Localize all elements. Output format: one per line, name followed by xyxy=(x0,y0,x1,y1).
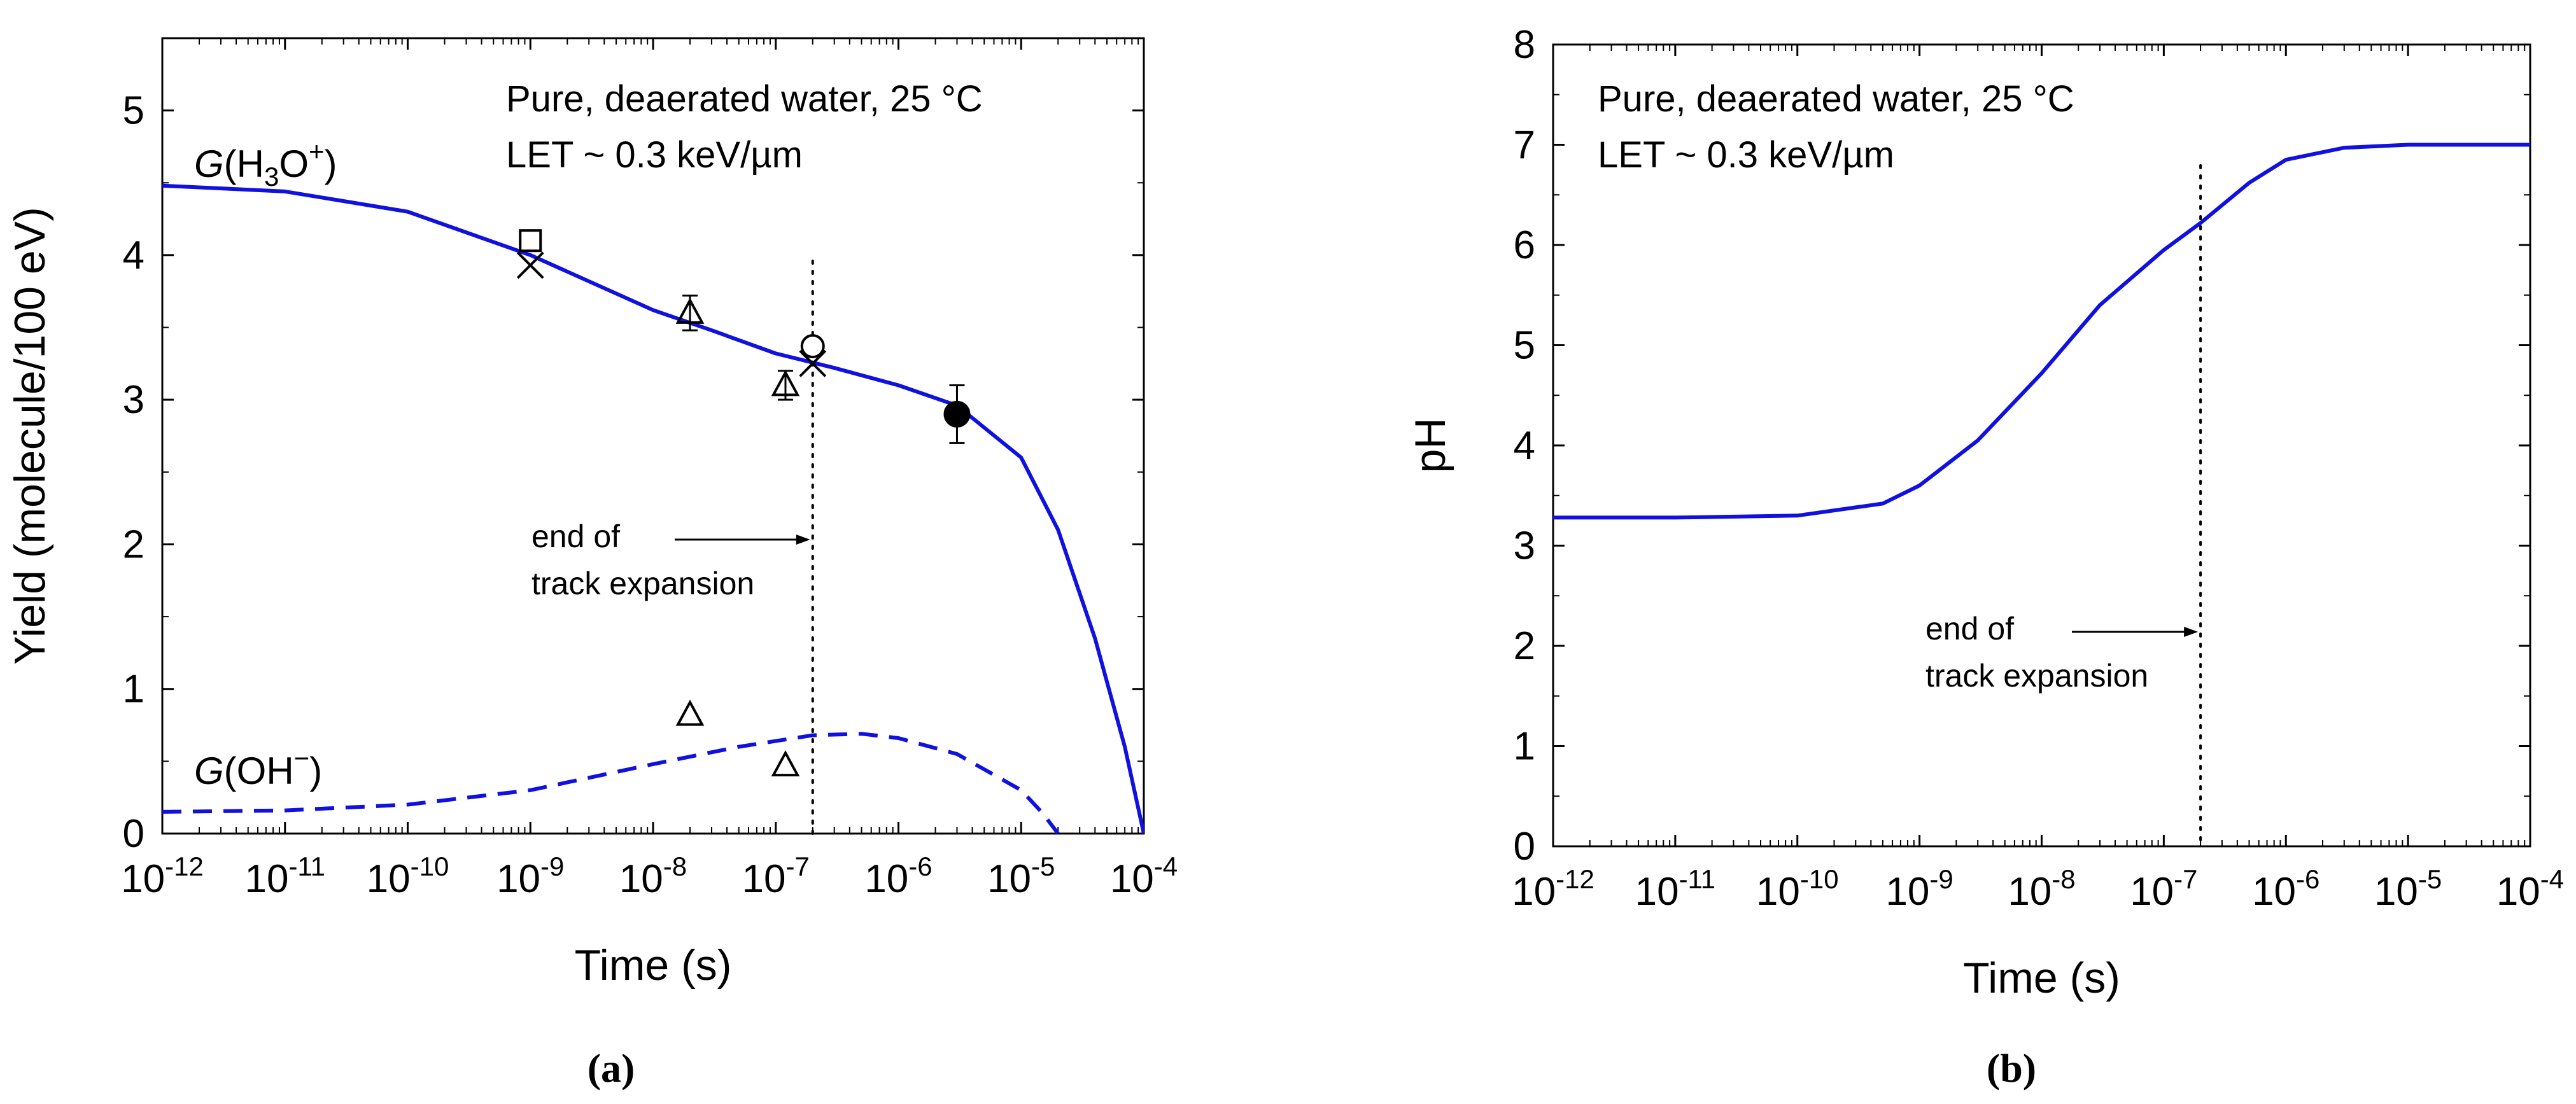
series-label-oh: G(OH−) xyxy=(194,743,322,792)
x-tick-label: 10-6 xyxy=(2252,864,2319,914)
panel-b-chart: 10-12 10-11 10-10 10-9 10-8 10-7 10-6 10-5 10-4 0… xyxy=(1406,23,2564,1002)
y-tick-label: 3 xyxy=(123,378,144,422)
x-tick-label: 10-9 xyxy=(496,851,564,901)
data-point-filled-circle xyxy=(943,400,971,428)
data-point-cross xyxy=(799,349,827,377)
y-tick-label: 6 xyxy=(1514,223,1535,267)
x-tick-label: 10-7 xyxy=(2130,864,2197,914)
x-tick-label: 10-4 xyxy=(1110,851,1178,901)
track-expansion-label-line1: end of xyxy=(531,519,620,554)
x-tick-label: 10-9 xyxy=(1885,864,1953,914)
panel-a-label: (a) xyxy=(588,1045,635,1091)
y-tick-label: 3 xyxy=(1514,524,1535,568)
annotation-line1: Pure, deaerated water, 25 °C xyxy=(1598,78,2074,120)
y-tick-label: 4 xyxy=(123,234,144,277)
y-tick-label: 0 xyxy=(123,812,144,856)
series-line-g-h3o- xyxy=(162,183,1144,834)
data-point-circle xyxy=(800,334,825,359)
track-expansion-arrowhead xyxy=(796,535,810,545)
x-tick-label: 10-5 xyxy=(987,851,1055,901)
y-tick-label: 5 xyxy=(123,89,144,133)
data-point-triangle xyxy=(771,750,800,777)
y-tick-label: 8 xyxy=(1514,23,1535,67)
annotation-line1: Pure, deaerated water, 25 °C xyxy=(506,78,983,120)
x-tick-label: 10-12 xyxy=(121,851,204,901)
x-tick-label: 10-10 xyxy=(367,851,449,901)
y-tick-label: 2 xyxy=(1514,624,1535,668)
data-point-triangle xyxy=(771,370,800,396)
track-expansion-label-line2: track expansion xyxy=(531,566,754,601)
x-tick-label: 10-10 xyxy=(1756,864,1839,914)
x-tick-label: 10-11 xyxy=(244,851,325,901)
y-tick-label: 2 xyxy=(123,522,144,566)
x-tick-label: 10-12 xyxy=(1512,864,1594,914)
data-point-square xyxy=(519,229,542,253)
track-expansion-arrowhead xyxy=(2184,627,2199,637)
y-axis-title: Yield (molecule/100 eV) xyxy=(6,207,54,664)
x-axis-title: Time (s) xyxy=(575,941,732,989)
series-line-ph xyxy=(1553,143,2530,520)
y-tick-label: 5 xyxy=(1514,324,1535,368)
track-expansion-label-line2: track expansion xyxy=(1925,658,2148,694)
panel-a-chart: 10-12 10-11 10-10 10-9 10-8 10-7 10-6 10-5 10-4 0… xyxy=(6,37,1178,989)
x-tick-label: 10-4 xyxy=(2496,864,2564,914)
y-axis-title: pH xyxy=(1406,418,1454,473)
y-tick-label: 1 xyxy=(1514,725,1535,769)
x-tick-label: 10-5 xyxy=(2374,864,2442,914)
x-tick-label: 10-7 xyxy=(742,851,810,901)
data-point-cross xyxy=(516,251,544,279)
x-axis-title: Time (s) xyxy=(1963,954,2120,1002)
y-tick-label: 1 xyxy=(123,667,144,711)
series-label-h3o: G(H3O+) xyxy=(194,136,337,192)
track-expansion-label-line1: end of xyxy=(1925,611,2014,646)
x-tick-label: 10-8 xyxy=(619,851,687,901)
y-tick-label: 4 xyxy=(1514,424,1535,468)
y-tick-label: 0 xyxy=(1514,825,1535,869)
x-tick-label: 10-6 xyxy=(864,851,932,901)
y-tick-label: 7 xyxy=(1514,123,1535,167)
x-tick-label: 10-8 xyxy=(2008,864,2075,914)
annotation-line2: LET ~ 0.3 keV/µm xyxy=(506,134,803,176)
panel-b-label: (b) xyxy=(1987,1045,2036,1091)
data-point-triangle xyxy=(675,297,705,324)
x-tick-label: 10-11 xyxy=(1635,864,1716,914)
data-point-triangle xyxy=(675,699,705,726)
annotation-line2: LET ~ 0.3 keV/µm xyxy=(1598,134,1894,176)
series-line-g-oh- xyxy=(162,732,1060,834)
